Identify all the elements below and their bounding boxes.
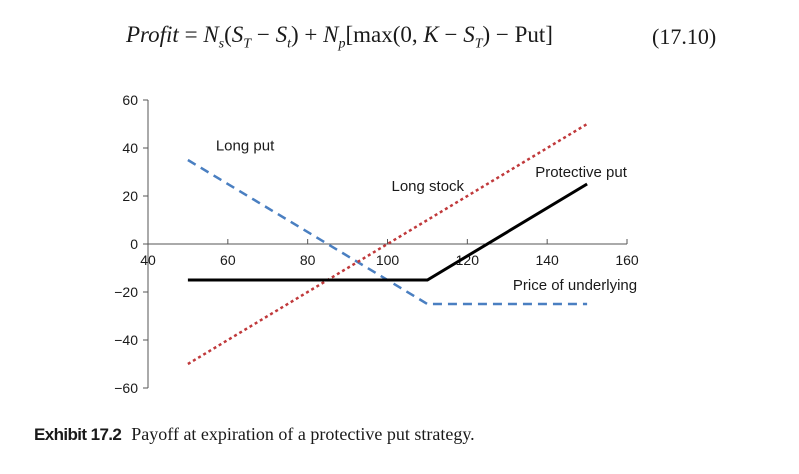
figure-caption: Exhibit 17.2 Payoff at expiration of a pr… (34, 424, 475, 445)
equation-lhs: Profit = (126, 22, 204, 47)
x-tick-label: 80 (300, 252, 316, 268)
profit-equation: Profit = Ns(ST − St) + Np[max(0, K − ST)… (126, 22, 553, 52)
chart-tick-labels: 60 40 20 0 −20 −40 −60 40 60 80 100 120 140 160 (114, 92, 639, 396)
series-label-long-stock: Long stock (391, 178, 464, 195)
x-tick-label: 120 (456, 252, 480, 268)
series-label-long-put: Long put (216, 137, 275, 154)
y-tick-label: −20 (114, 284, 138, 300)
series-line-protective-put (187, 182, 588, 282)
x-tick-label: 160 (615, 252, 639, 268)
y-tick-label: 0 (130, 236, 138, 252)
chart-axes (143, 99, 628, 389)
y-tick-label: 40 (122, 140, 138, 156)
x-tick-label: 100 (376, 252, 400, 268)
x-tick-label: 140 (535, 252, 559, 268)
x-tick-label: 60 (220, 252, 236, 268)
equation-number: (17.10) (652, 24, 717, 49)
x-tick-label: 40 (140, 252, 156, 268)
y-tick-label: −40 (114, 332, 138, 348)
chart-series (187, 122, 588, 366)
caption-label: Exhibit 17.2 (34, 425, 122, 444)
y-tick-label: −60 (114, 380, 138, 396)
x-axis-label: Price of underlying (513, 277, 637, 294)
chart-series-labels: Long put Long stock Protective put (216, 137, 628, 195)
y-tick-label: 20 (122, 188, 138, 204)
series-line-long-put (187, 158, 588, 306)
series-label-protective-put: Protective put (535, 164, 628, 181)
caption-text: Payoff at expiration of a protective put… (131, 424, 475, 444)
y-tick-label: 60 (122, 92, 138, 108)
